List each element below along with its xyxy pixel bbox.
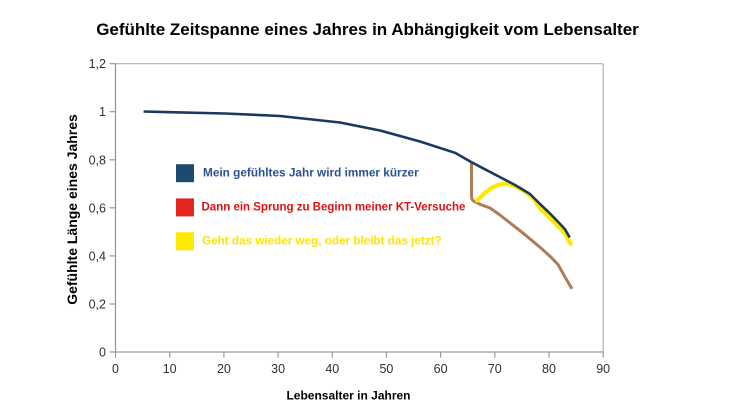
svg-text:Dann ein Sprung zu Beginn mein: Dann ein Sprung zu Beginn meiner KT-Vers… xyxy=(202,202,466,214)
svg-text:80: 80 xyxy=(542,362,556,376)
svg-text:1: 1 xyxy=(99,105,106,119)
svg-text:0,4: 0,4 xyxy=(89,249,106,263)
svg-text:0,8: 0,8 xyxy=(89,153,106,167)
svg-text:Geht das wieder weg, oder blei: Geht das wieder weg, oder bleibt das jet… xyxy=(202,234,442,247)
svg-text:40: 40 xyxy=(325,362,339,376)
svg-text:1,2: 1,2 xyxy=(89,57,106,71)
svg-text:0,2: 0,2 xyxy=(89,298,106,312)
svg-text:Gefühlte Länge eines Jahres: Gefühlte Länge eines Jahres xyxy=(64,114,80,305)
svg-text:Mein gefühltes Jahr wird immer: Mein gefühltes Jahr wird immer kürzer xyxy=(203,166,419,180)
svg-text:10: 10 xyxy=(163,362,177,376)
svg-text:Lebensalter in Jahren: Lebensalter in Jahren xyxy=(286,388,410,402)
svg-text:0: 0 xyxy=(99,346,106,360)
svg-text:90: 90 xyxy=(596,362,610,376)
svg-text:0,6: 0,6 xyxy=(89,201,106,215)
svg-text:Gefühlte Zeitspanne eines Jahr: Gefühlte Zeitspanne eines Jahres in Abhä… xyxy=(96,20,639,39)
svg-text:60: 60 xyxy=(434,362,448,376)
svg-text:70: 70 xyxy=(488,362,502,376)
svg-text:50: 50 xyxy=(379,362,393,376)
svg-text:30: 30 xyxy=(271,362,285,376)
svg-text:20: 20 xyxy=(217,362,231,376)
svg-text:0: 0 xyxy=(112,362,119,376)
